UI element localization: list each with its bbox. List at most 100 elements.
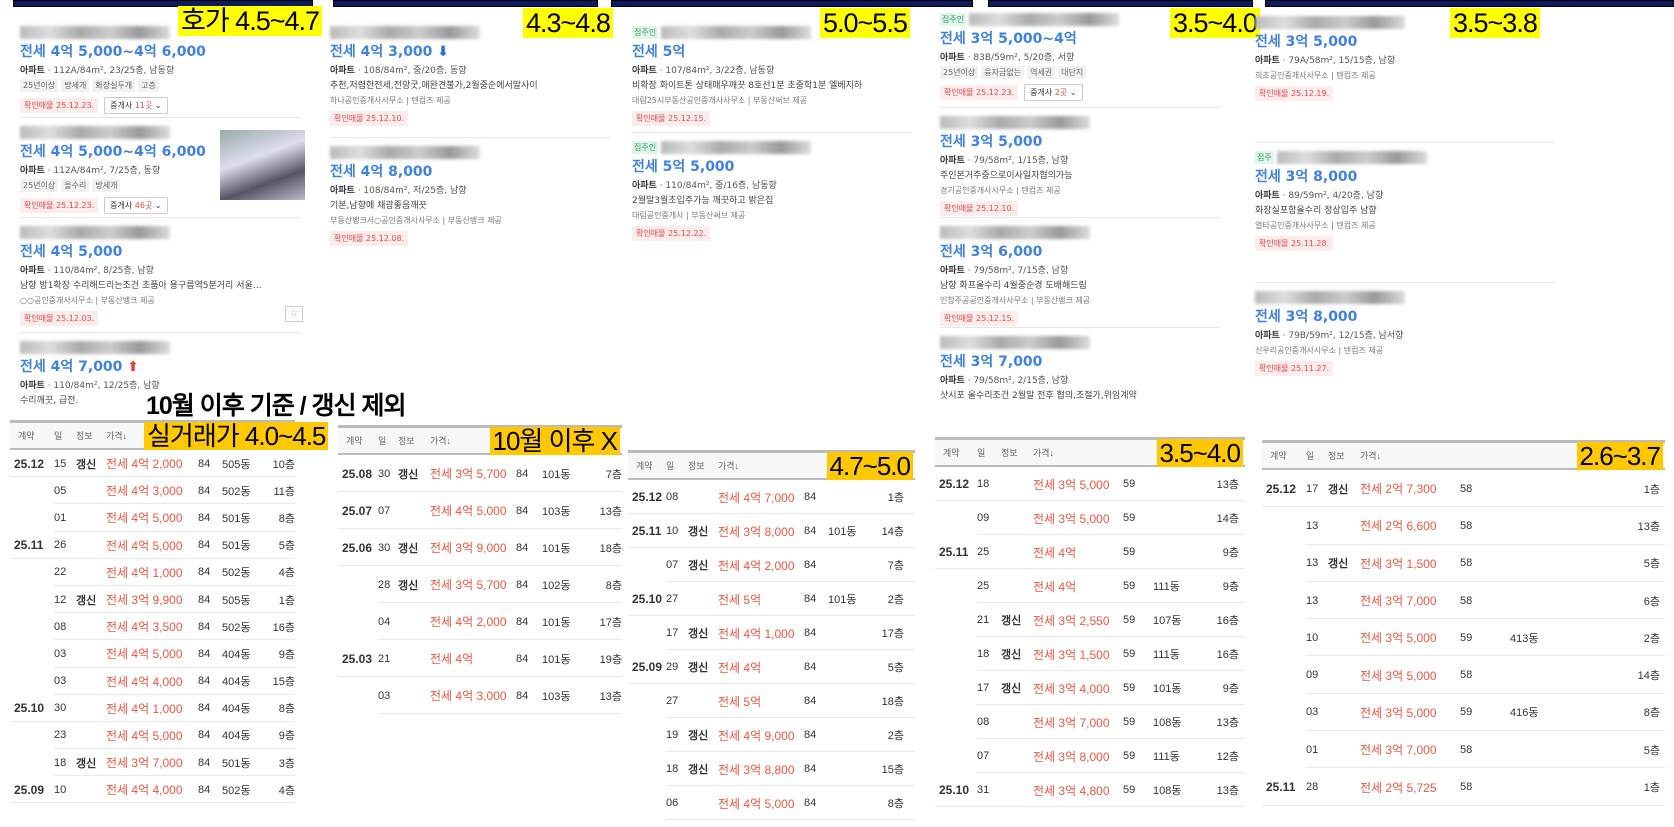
listing-price[interactable]: 전세 3억 5,000~4억 — [940, 28, 1225, 48]
listing-info: 아파트 · 79/58m², 2/15층, 남향 — [940, 373, 1225, 386]
listing-title — [940, 115, 1225, 129]
listing-card[interactable]: 전세 3억 8,000 아파트 · 79B/59m², 12/15층, 남서향 신우… — [1255, 290, 1540, 376]
listing-price[interactable]: 전세 5억 — [632, 41, 917, 61]
table-row[interactable]: 08 전세 4억 3,500 84 502동 16층 — [10, 613, 295, 641]
table-row[interactable]: 01 전세 4억 5,000 84 501동 8층 — [10, 504, 295, 532]
table-row[interactable]: 27 전세 5억 84 18층 — [628, 684, 915, 718]
listing-price[interactable]: 전세 5억 5,000 — [632, 156, 917, 176]
listing-card[interactable]: 전세 3억 5,000 아파트 · 79A/58m², 15/15층, 남향 희초공… — [1255, 15, 1540, 101]
broker-count-button[interactable]: 중개사 46곳 ⌄ — [104, 197, 168, 214]
listing-price[interactable]: 전세 4억 5,000 — [20, 241, 305, 261]
table-row[interactable]: 08 전세 3억 7,000 59 108동 13층 — [935, 705, 1245, 739]
table-row[interactable]: 25.11 25 전세 4억 59 9층 — [935, 535, 1245, 569]
table-row[interactable]: 09 전세 3억 5,000 59 14층 — [935, 501, 1245, 535]
table-row[interactable]: 06 전세 4억 5,000 84 8층 — [628, 786, 915, 820]
listing-price[interactable]: 전세 3억 8,000 — [1255, 306, 1540, 326]
table-row[interactable]: 25.11 28 전세 2억 5,725 58 1층 — [1262, 768, 1665, 806]
table-row[interactable]: 17 갱신 전세 4억 1,000 84 17층 — [628, 616, 915, 650]
table-row[interactable]: 03 전세 4억 4,000 84 404동 15층 — [10, 668, 295, 695]
table-row[interactable]: 25.11 26 전세 4억 5,000 84 501동 5층 — [10, 532, 295, 559]
contract-day: 13 — [1306, 594, 1319, 607]
listing-card[interactable]: 전세 3억 7,000 아파트 · 79/58m², 2/15층, 남향 샷시포 올… — [940, 335, 1225, 401]
table-row[interactable]: 25 전세 4억 59 111동 9층 — [935, 569, 1245, 603]
listing-photo[interactable] — [220, 130, 305, 200]
col-price-header[interactable]: 가격↓ — [718, 461, 740, 471]
listing-price[interactable]: 전세 4억 7,000 ⬆ — [20, 356, 305, 376]
listing-card[interactable]: 전세 3억 5,000 아파트 · 79/58m², 1/15층, 남향 주인본거주… — [940, 115, 1225, 216]
listing-card[interactable]: 전세 4억 7,000 ⬆ 아파트 · 110/84m², 12/25층, 남향 수… — [20, 340, 305, 406]
table-row[interactable]: 25.12 15 갱신 전세 4억 2,000 84 505동 10층 — [10, 450, 295, 478]
listing-price[interactable]: 전세 3억 5,000 — [1255, 31, 1540, 51]
listing-price[interactable]: 전세 4억 8,000 — [330, 161, 615, 181]
listing-price[interactable]: 전세 3억 6,000 — [940, 241, 1225, 261]
table-row[interactable]: 13 전세 2억 6,600 58 13층 — [1262, 507, 1665, 545]
col-price-header[interactable]: 가격↓ — [1033, 448, 1055, 458]
listing-price[interactable]: 전세 4억 5,000~4억 6,000 — [20, 141, 305, 161]
table-row[interactable]: 18 갱신 전세 3억 1,500 59 111동 16층 — [935, 637, 1245, 671]
listing-card[interactable]: 전세 4억 5,000 아파트 · 110/84m², 8/25층, 남향 남향 방… — [20, 225, 305, 326]
listing-title — [20, 340, 305, 354]
table-row[interactable]: 25.08 30 갱신 전세 3억 5,700 84 101동 7층 — [338, 455, 622, 492]
table-row[interactable]: 03 전세 4억 5,000 84 404동 9층 — [10, 640, 295, 668]
property-details: · 110/84m², 중/16층, 남동향 — [656, 181, 777, 191]
listing-card[interactable]: 집주인 전세 5억 5,000 아파트 · 110/84m², 중/16층, 남동향… — [632, 140, 917, 241]
listing-card[interactable]: 전세 4억 3,000 ⬇ 아파트 · 108/84m², 중/20층, 동향 추천… — [330, 25, 615, 126]
table-row[interactable]: 21 갱신 전세 3억 2,550 59 107동 16층 — [935, 603, 1245, 637]
table-row[interactable]: 13 갱신 전세 3억 1,500 58 5층 — [1262, 545, 1665, 583]
table-row[interactable]: 12 갱신 전세 3억 9,900 84 505동 1층 — [10, 586, 295, 614]
table-row[interactable]: 09 전세 3억 5,000 58 14층 — [1262, 656, 1665, 695]
table-row[interactable]: 25.06 30 갱신 전세 3억 9,000 84 101동 18층 — [338, 529, 622, 566]
listing-price[interactable]: 전세 4억 3,000 ⬇ — [330, 41, 615, 61]
table-row[interactable]: 10 전세 3억 5,000 59 413동 2층 — [1262, 619, 1665, 657]
property-details: · 112A/84m², 7/25층, 동향 — [44, 166, 161, 176]
agent-info: ○○공인중개사사무소 | 부동산뱅크 제공 — [20, 296, 155, 305]
table-row[interactable]: 23 전세 4억 5,000 84 404동 9층 — [10, 722, 295, 750]
contract-day: 30 — [54, 702, 67, 715]
table-row[interactable]: 07 전세 3억 8,000 59 111동 12층 — [935, 739, 1245, 773]
listing-price[interactable]: 전세 3억 8,000 — [1255, 166, 1540, 186]
table-row[interactable]: 28 갱신 전세 3억 5,700 84 102동 8층 — [338, 566, 622, 603]
col-price-header[interactable]: 가격↓ — [1360, 451, 1382, 461]
table-row[interactable]: 01 전세 3억 7,000 58 5층 — [1262, 731, 1665, 769]
table-row[interactable]: 03 전세 4억 3,000 84 103동 13층 — [338, 677, 622, 714]
listing-price[interactable]: 전세 3억 7,000 — [940, 351, 1225, 371]
listing-card[interactable]: 집주인 전세 5억 아파트 · 107/84m², 3/22층, 남동향 비확장 화이… — [632, 25, 917, 126]
table-row[interactable]: 25.12 17 갱신 전세 2억 7,300 58 1층 — [1262, 470, 1665, 508]
favorite-star-icon[interactable]: ☆ — [285, 306, 303, 322]
listing-price[interactable]: 전세 4억 5,000~4억 6,000 — [20, 41, 305, 61]
listing-card[interactable]: 전세 4억 8,000 아파트 · 108/84m², 저/25층, 남향 기본,남… — [330, 145, 615, 246]
table-row[interactable]: 25.12 08 전세 4억 7,000 84 1층 — [628, 480, 915, 514]
table-row[interactable]: 25.09 29 갱신 전세 4억 84 5층 — [628, 650, 915, 684]
table-row[interactable]: 18 갱신 전세 3억 8,800 84 15층 — [628, 752, 915, 786]
col-price-header[interactable]: 가격↓ — [430, 436, 452, 446]
broker-count-button[interactable]: 중개사 11곳 ⌄ — [104, 97, 168, 114]
listing-price[interactable]: 전세 3억 5,000 — [940, 131, 1225, 151]
table-row[interactable]: 25.09 10 전세 4억 4,000 84 502동 4층 — [10, 776, 295, 804]
table-row[interactable]: 18 갱신 전세 3억 7,000 84 501동 3층 — [10, 749, 295, 777]
listing-card[interactable]: 전세 4억 5,000~4억 6,000 아파트 · 112A/84m², 23/… — [20, 25, 305, 114]
broker-count-button[interactable]: 중개사 2곳 ⌄ — [1024, 84, 1083, 101]
table-row[interactable]: 25.03 21 전세 4억 84 101동 19층 — [338, 640, 622, 677]
table-row[interactable]: 22 전세 4억 1,000 84 502동 4층 — [10, 559, 295, 587]
listing-card[interactable]: 전세 4억 5,000~4억 6,000 아파트 · 112A/84m², 7/2… — [20, 125, 305, 214]
table-row[interactable]: 25.11 10 갱신 전세 3억 8,000 84 101동 14층 — [628, 514, 915, 548]
table-row[interactable]: 25.10 31 전세 3억 4,800 59 108동 13층 — [935, 773, 1245, 807]
area: 84 — [198, 566, 211, 579]
table-row[interactable]: 25.07 07 전세 4억 5,000 84 103동 13층 — [338, 492, 622, 529]
listing-card[interactable]: 전세 3억 6,000 아파트 · 79/58m², 7/15층, 남향 남향 화프… — [940, 225, 1225, 326]
table-row[interactable]: 04 전세 4억 2,000 84 101동 17층 — [338, 603, 622, 640]
listing-card[interactable]: 집주인 전세 3억 5,000~4억 아파트 · 83B/59m², 5/20층, … — [940, 12, 1225, 101]
table-row[interactable]: 13 전세 3억 7,000 58 6층 — [1262, 582, 1665, 620]
table-row[interactable]: 25.10 30 전세 4억 1,000 84 404동 8층 — [10, 695, 295, 723]
table-row[interactable]: 17 갱신 전세 3억 4,000 59 101동 9층 — [935, 671, 1245, 705]
feature-tags: 25년이상 방세개 화장실두개 고층 — [20, 79, 305, 92]
col-price-header[interactable]: 가격↓ — [106, 431, 128, 441]
listing-card[interactable]: 집주 전세 3억 8,000 아파트 · 89/59m², 4/20층, 남향 화장실… — [1255, 150, 1540, 251]
table-row[interactable]: 03 전세 3억 5,000 59 416동 8층 — [1262, 694, 1665, 732]
table-row[interactable]: 25.12 18 전세 3억 5,000 59 13층 — [935, 467, 1245, 501]
table-row[interactable]: 25.10 27 전세 5억 84 101동 2층 — [628, 582, 915, 616]
table-row[interactable]: 07 갱신 전세 4억 2,000 84 7층 — [628, 548, 915, 582]
table-row[interactable]: 05 전세 4억 3,000 84 502동 11층 — [10, 477, 295, 505]
deal-price: 전세 4억 1,000 — [106, 701, 183, 716]
table-row[interactable]: 19 갱신 전세 4억 9,000 84 2층 — [628, 718, 915, 752]
